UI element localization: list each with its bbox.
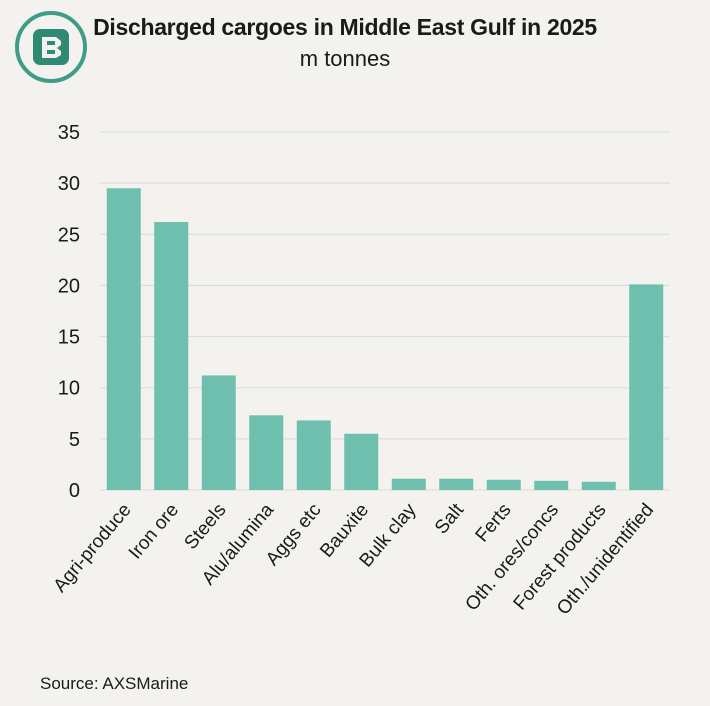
- chart-title: Discharged cargoes in Middle East Gulf i…: [93, 14, 597, 40]
- chart-subtitle: m tonnes: [299, 46, 391, 71]
- bar: [629, 284, 664, 490]
- y-tick-label: 15: [58, 327, 80, 349]
- bar: [106, 188, 141, 490]
- y-tick-label: 25: [58, 224, 80, 246]
- x-tick-label: Salt: [431, 499, 469, 538]
- bar: [534, 480, 569, 490]
- x-tick-label: Agri-produce: [50, 500, 136, 597]
- y-tick-label: 0: [69, 480, 80, 502]
- y-tick-label: 30: [58, 173, 80, 195]
- chart-header: Discharged cargoes in Middle East Gulf i…: [70, 12, 620, 73]
- y-tick-label: 35: [58, 122, 80, 144]
- bar: [391, 478, 426, 490]
- brand-logo-icon: [15, 11, 87, 83]
- source-note: Source: AXSMarine: [40, 674, 189, 693]
- y-tick-label: 10: [58, 378, 80, 400]
- bar: [344, 433, 379, 490]
- bar: [154, 222, 189, 491]
- bar: [486, 479, 521, 490]
- bar: [201, 375, 236, 490]
- bar: [581, 481, 616, 490]
- bar: [249, 415, 284, 490]
- x-tick-label: Iron ore: [125, 500, 183, 564]
- bar: [439, 478, 474, 490]
- y-tick-label: 20: [58, 275, 80, 297]
- y-tick-label: 5: [69, 429, 80, 451]
- x-tick-label: Ferts: [472, 500, 516, 547]
- bar: [296, 420, 331, 490]
